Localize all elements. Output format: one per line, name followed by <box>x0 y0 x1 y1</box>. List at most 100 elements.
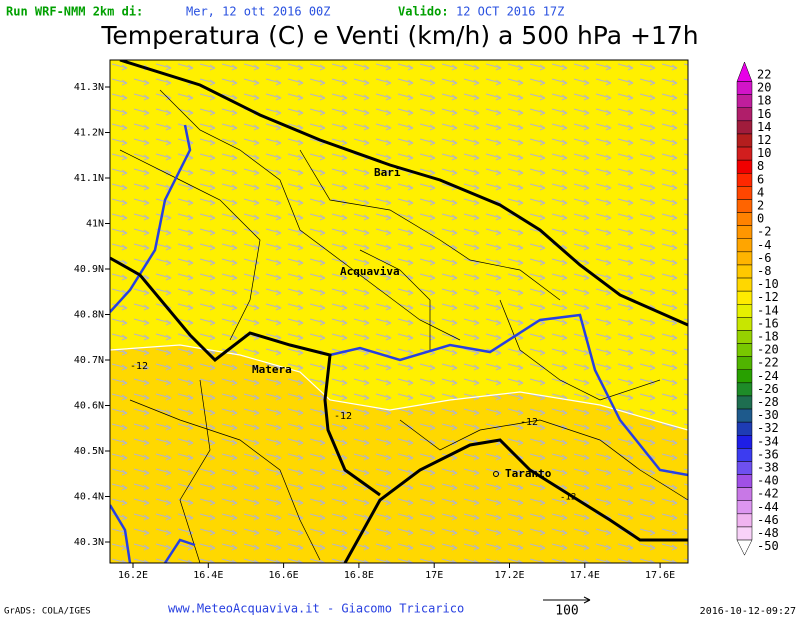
colorbar-label: -26 <box>757 382 779 396</box>
colorbar-swatch <box>736 317 753 331</box>
vector-scale-arrowhead <box>583 596 591 604</box>
regional-borders <box>110 124 688 563</box>
place-label: Taranto <box>505 467 552 480</box>
colorbar-label: -38 <box>757 461 779 475</box>
run-label: Run WRF-NMM 2km di: <box>6 5 143 19</box>
lon-label: 16.2E <box>118 570 148 581</box>
lat-label: 40.4N <box>74 492 104 503</box>
colorbar-label: -24 <box>757 369 779 383</box>
colorbar-label: 0 <box>757 212 764 226</box>
colorbar-swatch <box>736 474 753 488</box>
colorbar-swatch <box>736 421 753 436</box>
colorbar-label: -48 <box>757 526 779 540</box>
colorbar-swatch <box>736 61 753 82</box>
lat-label: 41.3N <box>74 82 104 93</box>
colorbar-label: -30 <box>757 408 779 422</box>
lon-label: 17.2E <box>494 570 524 581</box>
colorbar-swatch <box>736 186 753 200</box>
colorbar-swatch <box>736 94 753 108</box>
colorbar-label: -12 <box>757 290 779 304</box>
colorbar-swatch <box>736 343 753 357</box>
credit: GrADS: COLA/IGES <box>4 607 91 617</box>
lat-label: 40.7N <box>74 355 104 366</box>
place-label: Acquaviva <box>340 265 400 278</box>
lat-label: 40.3N <box>74 537 104 548</box>
colorbar-swatch <box>736 107 753 122</box>
colorbar-label: -36 <box>757 447 779 461</box>
lon-label: 17E <box>425 570 443 581</box>
colorbar-swatch <box>736 526 753 541</box>
vector-scale-label: 100 <box>555 604 578 618</box>
colorbar-label: -8 <box>757 264 771 278</box>
colorbar-label: -14 <box>757 303 779 317</box>
colorbar-label: 10 <box>757 146 771 160</box>
lon-label: 17.4E <box>570 570 600 581</box>
contour-label: -12 <box>520 417 538 428</box>
colorbar-label: 12 <box>757 133 771 147</box>
lat-label: 40.9N <box>74 264 104 275</box>
colorbar-swatch <box>736 81 753 95</box>
municipal-borders <box>119 89 688 563</box>
colorbar-swatch <box>736 120 753 135</box>
colorbar-label: 18 <box>757 94 771 108</box>
contour-label: -12 <box>560 493 576 503</box>
colorbar-label: 6 <box>757 172 764 186</box>
colorbar-swatch <box>736 199 753 213</box>
lat-label: 40.5N <box>74 446 104 457</box>
colorbar-swatch <box>736 290 753 305</box>
colorbar-swatch <box>736 159 753 174</box>
colorbar-label: -44 <box>757 500 779 514</box>
colorbar-label: -50 <box>757 539 779 553</box>
colorbar-swatch <box>736 304 753 318</box>
place-label: Matera <box>252 363 292 376</box>
colorbar-label: -18 <box>757 330 779 344</box>
colorbar-swatch <box>736 330 753 344</box>
colorbar-swatch <box>736 435 753 449</box>
colorbar-label: 8 <box>757 159 764 173</box>
colorbar-label: 14 <box>757 120 771 134</box>
contour-lines <box>110 344 688 431</box>
colorbar-label: -32 <box>757 421 779 435</box>
colorbar-label: -42 <box>757 487 779 501</box>
colorbar-swatch <box>736 251 753 266</box>
colorbar-swatch <box>736 173 753 187</box>
map-frame <box>109 59 689 564</box>
valid-label: Valido: <box>398 5 449 19</box>
colorbar-swatch <box>736 146 753 161</box>
colorbar-label: -20 <box>757 343 779 357</box>
colorbar-swatch <box>736 369 753 384</box>
colorbar-swatch <box>736 238 753 253</box>
lon-label: 17.6E <box>645 570 675 581</box>
colorbar-swatch <box>736 408 753 423</box>
colorbar-swatch <box>736 277 753 292</box>
colorbar-swatch <box>736 225 753 239</box>
colorbar-swatch <box>736 356 753 370</box>
colorbar-label: -10 <box>757 277 779 291</box>
colorbar-label: -28 <box>757 395 779 409</box>
colorbar-label: -16 <box>757 316 779 330</box>
colorbar-swatch <box>736 212 753 226</box>
lon-label: 16.6E <box>269 570 299 581</box>
colorbar-label: 22 <box>757 68 771 82</box>
valid-date: 12 OCT 2016 17Z <box>456 5 564 19</box>
map <box>110 60 688 563</box>
lon-label: 16.8E <box>344 570 374 581</box>
colorbar-swatch <box>736 382 753 397</box>
site-credit: www.MeteoAcquaviva.it - Giacomo Tricaric… <box>168 602 464 616</box>
map-title: Temperatura (C) e Venti (km/h) a 500 hPa… <box>100 21 698 50</box>
colorbar-swatch <box>736 539 753 556</box>
colorbar-swatch <box>736 395 753 410</box>
colorbar-label: 4 <box>757 185 764 199</box>
contour-label: -12 <box>130 361 148 372</box>
lat-label: 41.1N <box>74 173 104 184</box>
lat-label: 40.6N <box>74 401 104 412</box>
colorbar-swatch <box>736 461 753 475</box>
run-date: Mer, 12 ott 2016 00Z <box>186 5 331 19</box>
city-marker <box>493 471 499 477</box>
colorbar-swatch <box>736 500 753 515</box>
colorbar-swatch <box>736 448 753 462</box>
colorbar-label: 16 <box>757 107 771 121</box>
colorbar-label: 20 <box>757 81 771 95</box>
place-label: Bari <box>374 166 401 179</box>
